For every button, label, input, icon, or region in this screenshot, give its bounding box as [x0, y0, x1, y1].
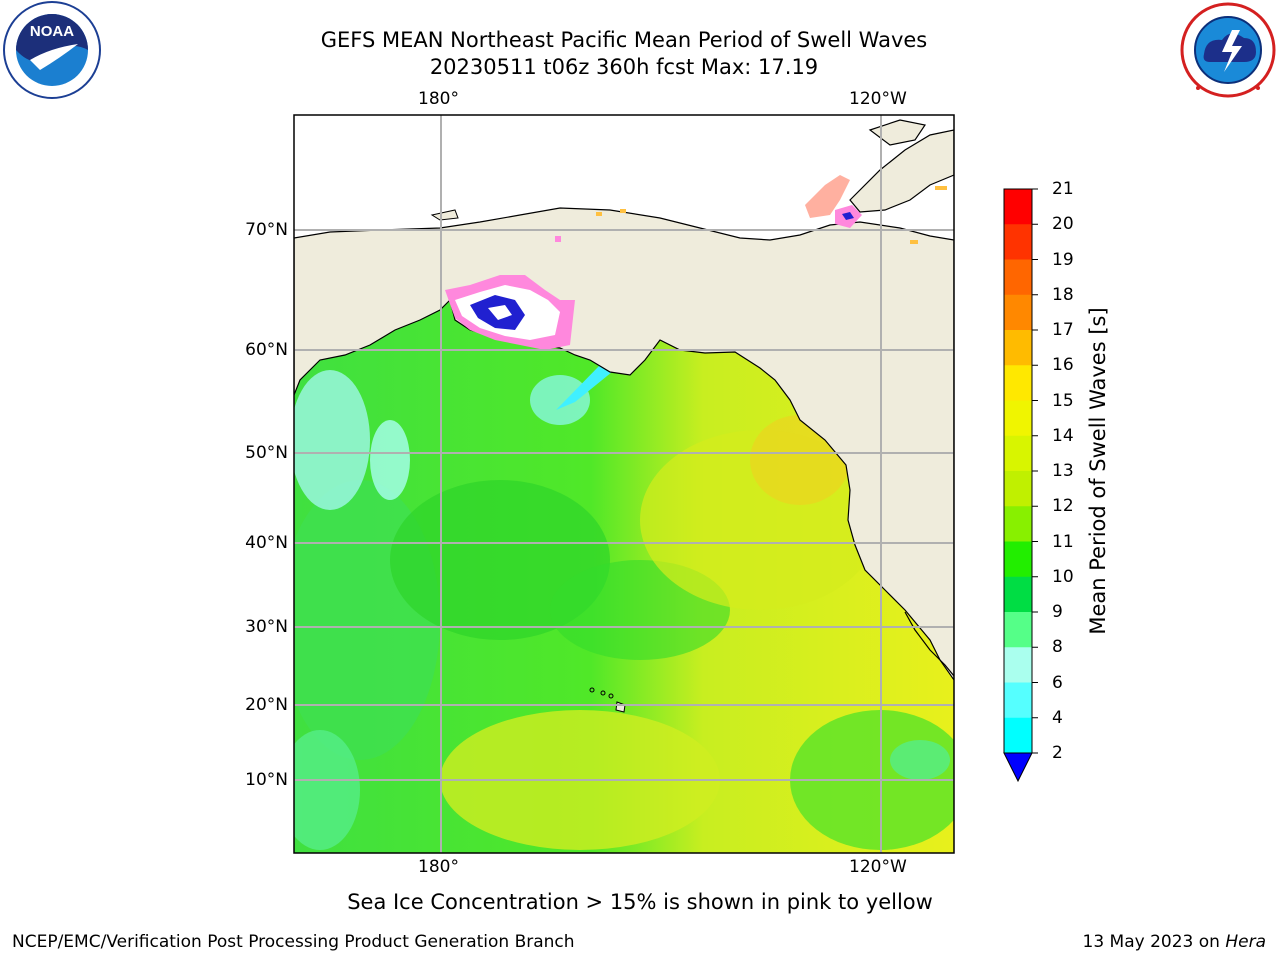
colorbar-tick-label: 8	[1052, 637, 1063, 658]
colorbar-band	[1004, 435, 1032, 472]
colorbar-tick-label: 17	[1052, 320, 1074, 340]
footer-date: 13 May 2023 on Hera	[1083, 932, 1267, 952]
lat-label-60n: 60°N	[245, 340, 288, 360]
lon-label-top-120w: 120°W	[849, 89, 907, 109]
colorbar-tick-label: 4	[1052, 707, 1063, 728]
colorbar-band	[1004, 576, 1032, 613]
colorbar	[1003, 188, 1038, 783]
colorbar-band	[1004, 224, 1032, 260]
colorbar-band	[1004, 189, 1032, 225]
colorbar-tick-label: 11	[1052, 531, 1074, 552]
sea-ice-arctic	[555, 175, 947, 244]
sea-ice-bering	[445, 275, 575, 350]
noaa-logo-text: NOAA	[30, 23, 74, 40]
colorbar-band	[1004, 400, 1032, 437]
colorbar-tick-label: 16	[1052, 355, 1074, 376]
colorbar-tick-label: 10	[1052, 566, 1074, 587]
colorbar-tick-label: 15	[1052, 390, 1074, 411]
colorbar-band	[1004, 541, 1032, 578]
colorbar-tick-label: 6	[1052, 672, 1063, 693]
lon-label-bottom-120w: 120°W	[849, 857, 907, 877]
colorbar-band	[1004, 612, 1032, 648]
arctic-coastline	[294, 207, 954, 241]
lon-label-top-180: 180°	[418, 89, 459, 109]
map-panel	[294, 115, 954, 853]
colorbar-tick-label: 19	[1052, 249, 1074, 270]
sea-ice-caption: Sea Ice Concentration > 15% is shown in …	[347, 890, 933, 914]
colorbar-band	[1004, 647, 1032, 683]
lat-label-40n: 40°N	[245, 533, 288, 553]
footer-date-text: 13 May 2023 on	[1082, 932, 1226, 952]
lat-label-70n: 70°N	[245, 220, 288, 240]
lat-label-10n: 10°N	[245, 770, 288, 790]
footer-producer: NCEP/EMC/Verification Post Processing Pr…	[12, 932, 575, 952]
colorbar-tick-label: 20	[1052, 214, 1074, 235]
map-subtitle: 20230511 t06z 360h fcst Max: 17.19	[429, 55, 819, 79]
map-title: GEFS MEAN Northeast Pacific Mean Period …	[320, 28, 928, 52]
colorbar-title-text: Mean Period of Swell Waves [s]	[1086, 307, 1110, 635]
colorbar-extend-arrow	[1003, 752, 1033, 783]
map-frame	[293, 114, 955, 854]
lat-label-20n: 20°N	[245, 695, 288, 715]
colorbar-tick-label: 14	[1052, 425, 1074, 446]
nws-logo	[1180, 2, 1276, 98]
colorbar-band	[1004, 365, 1032, 401]
colorbar-band	[1004, 506, 1032, 542]
colorbar-band	[1004, 330, 1032, 366]
graticule	[294, 115, 954, 853]
lon-label-bottom-180: 180°	[418, 857, 459, 877]
lat-label-50n: 50°N	[245, 443, 288, 463]
colorbar-tick-label: 12	[1052, 496, 1074, 517]
colorbar-band	[1004, 717, 1032, 754]
colorbar-tick-label: 18	[1052, 284, 1074, 305]
colorbar-tick-label: 9	[1052, 602, 1063, 622]
footer-host: Hera	[1225, 932, 1266, 952]
colorbar-band	[1004, 259, 1032, 296]
colorbar-band	[1004, 294, 1032, 331]
noaa-logo: NOAA	[3, 1, 101, 99]
colorbar-tick-label: 2	[1052, 743, 1063, 763]
colorbar-tick-label: 21	[1052, 179, 1074, 199]
colorbar-band	[1004, 471, 1032, 507]
lat-label-30n: 30°N	[245, 617, 288, 637]
colorbar-tick-label: 13	[1052, 461, 1074, 481]
colorbar-band	[1004, 682, 1032, 719]
